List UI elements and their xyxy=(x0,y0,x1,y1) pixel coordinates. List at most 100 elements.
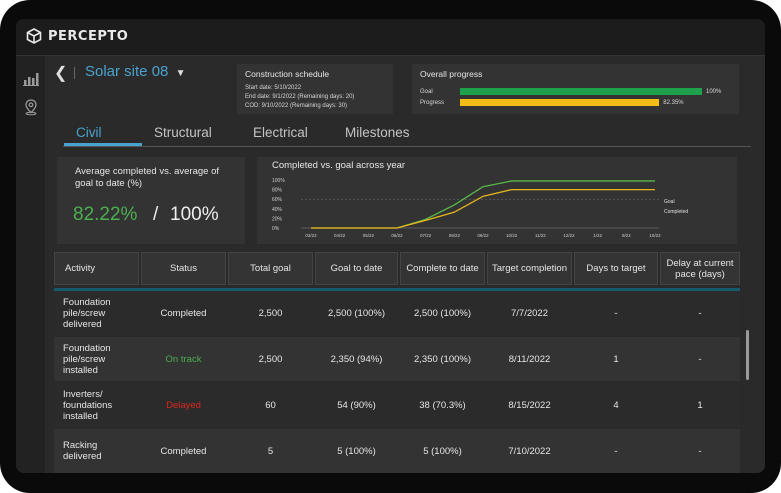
column-header[interactable]: Status xyxy=(141,252,226,285)
completion-chart-panel: Completed vs. goal across year 100% 80% 60… xyxy=(257,157,737,244)
cell-complete: 5 (100%) xyxy=(423,445,462,457)
map-pin-icon[interactable] xyxy=(22,98,40,116)
app-screen: PERCEPTO ❮ Solar site 08 ▼ xyxy=(16,19,765,473)
value-separator: / xyxy=(153,204,159,225)
summary-caption: Average completed vs. average of goal to… xyxy=(75,166,219,189)
progress-label: Progress xyxy=(420,100,445,106)
table-row[interactable]: Inverters/ foundations installed Delayed 6… xyxy=(54,383,740,427)
column-header[interactable]: Delay at current pace (days) xyxy=(660,252,740,285)
back-chevron-icon[interactable]: ❮ xyxy=(54,65,68,82)
x-tick-label: 05/22 xyxy=(363,233,375,238)
progress-bar xyxy=(460,99,702,106)
cell-days: 1 xyxy=(613,353,619,365)
cell-total: 5 xyxy=(267,445,274,457)
column-header[interactable]: Days to target xyxy=(574,252,658,285)
y-tick-label: 40% xyxy=(272,207,283,213)
x-tick-label: 06/22 xyxy=(391,233,403,238)
x-tick-label: 12/22 xyxy=(563,233,575,238)
percepto-cube-icon xyxy=(26,28,42,44)
column-header[interactable]: Activity xyxy=(54,252,139,285)
goal-percent-value: 100% xyxy=(170,204,219,225)
cell-goal-to-date: 54 (90%) xyxy=(337,399,376,411)
completed-percent: 82.22% xyxy=(73,204,138,225)
tab-electrical[interactable]: Electrical xyxy=(253,125,308,140)
cell-activity: Racking delivered xyxy=(63,440,102,462)
schedule-title: Construction schedule xyxy=(245,69,330,79)
top-bar: PERCEPTO xyxy=(16,19,765,56)
y-tick-label: 20% xyxy=(272,216,283,222)
cell-target: 8/11/2022 xyxy=(508,353,551,365)
table-scrollbar[interactable] xyxy=(746,330,749,380)
cell-activity: Inverters/ foundations installed xyxy=(63,388,113,422)
x-tick-label: 10/22 xyxy=(649,233,661,238)
x-tick-label: 11/22 xyxy=(535,233,546,238)
active-tab-indicator xyxy=(64,143,142,146)
tab-milestones[interactable]: Milestones xyxy=(345,125,410,140)
average-summary-panel: Average completed vs. average of goal to… xyxy=(57,157,245,244)
goal-label: Goal xyxy=(420,89,433,95)
x-tick-label: 07/22 xyxy=(420,233,432,238)
cell-complete: 38 (70.3%) xyxy=(419,399,466,411)
x-tick-label: 04/22 xyxy=(334,233,346,238)
cell-complete: 2,350 (100%) xyxy=(413,353,472,365)
schedule-end-date: End date: 9/1/2022 (Remaining days: 20) xyxy=(245,94,355,100)
cell-target: 8/15/2022 xyxy=(508,399,551,411)
cell-status: Completed xyxy=(160,445,207,457)
x-tick-label: 1/22 xyxy=(593,233,602,238)
tab-structural[interactable]: Structural xyxy=(154,125,212,140)
cell-status: Completed xyxy=(160,307,207,319)
column-header[interactable]: Total goal xyxy=(228,252,313,285)
cell-target: 7/7/2022 xyxy=(511,307,548,319)
cell-total: 60 xyxy=(265,399,276,411)
column-header[interactable]: Target completion xyxy=(487,252,572,285)
table-row[interactable]: Racking delivered Completed 5 5 (100%) 5 (10… xyxy=(54,429,740,473)
goal-percent: 100% xyxy=(706,89,722,95)
x-tick-label: 09/22 xyxy=(477,233,489,238)
activity-table: Activity Status Total goal Goal to date Comp… xyxy=(54,252,740,473)
legend-label-completed: Completed xyxy=(664,209,688,215)
chart-icon[interactable] xyxy=(22,69,40,87)
line-chart: 100% 80% 60% 40% 20% 0% 03/22 04/22 05/22 06/22 07… xyxy=(272,178,688,238)
cell-delay: 1 xyxy=(697,399,703,411)
overall-progress-title: Overall progress xyxy=(420,69,483,79)
cell-days: - xyxy=(614,445,618,457)
tab-civil[interactable]: Civil xyxy=(76,125,102,140)
cell-status: Delayed xyxy=(166,399,201,411)
cell-activity: Foundation pile/screw installed xyxy=(63,342,111,376)
cell-delay: - xyxy=(698,445,702,457)
x-tick-label: 10/22 xyxy=(506,233,518,238)
table-row[interactable]: Foundation pile/screw installed On track 2… xyxy=(54,337,740,381)
x-tick-label: 9/22 xyxy=(622,233,631,238)
cell-days: 4 xyxy=(613,399,619,411)
goal-bar xyxy=(460,88,702,95)
brand-logo[interactable]: PERCEPTO xyxy=(26,28,128,44)
overall-progress-panel: Overall progress Goal 100% Progress 82.3… xyxy=(412,64,739,114)
table-row[interactable]: Foundation pile/screw delivered Completed… xyxy=(54,291,740,335)
left-nav xyxy=(16,56,46,473)
schedule-cod: COD: 9/10/2022 (Remaining days: 30) xyxy=(245,103,348,109)
column-header[interactable]: Goal to date xyxy=(315,252,398,285)
construction-schedule-panel: Construction schedule Start date: 5/10/2… xyxy=(237,64,393,114)
y-tick-label: 80% xyxy=(272,188,283,194)
column-header[interactable]: Complete to date xyxy=(400,252,485,285)
y-tick-label: 100% xyxy=(272,178,285,184)
cell-total: 2,500 xyxy=(258,353,283,365)
cell-status: On track xyxy=(165,353,202,365)
chevron-down-icon: ▼ xyxy=(175,68,186,79)
cell-goal-to-date: 2,350 (94%) xyxy=(330,353,383,365)
series-line-completed xyxy=(311,188,655,229)
goal-bar-fill xyxy=(460,88,702,95)
cell-total: 2,500 xyxy=(258,307,283,319)
cell-target: 7/10/2022 xyxy=(508,445,551,457)
header-divider xyxy=(54,288,740,291)
legend-label-goal: Goal xyxy=(664,199,675,205)
cell-goal-to-date: 5 (100%) xyxy=(337,445,376,457)
cell-delay: - xyxy=(698,307,702,319)
title-divider xyxy=(74,67,75,79)
progress-percent: 82.35% xyxy=(663,100,684,106)
y-tick-label: 0% xyxy=(272,226,280,232)
y-tick-label: 60% xyxy=(272,197,283,203)
cell-delay: - xyxy=(698,353,702,365)
site-selector[interactable]: Solar site 08 ▼ xyxy=(85,63,185,80)
